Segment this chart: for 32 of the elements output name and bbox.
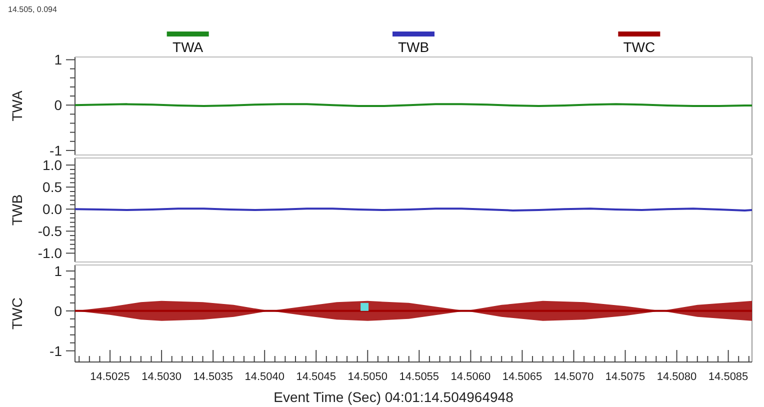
x-tick-label: 14.5050 <box>348 371 388 383</box>
y-axis-title: TWB <box>9 194 25 226</box>
y-tick-label: -1 <box>50 142 62 158</box>
x-axis-title: Event Time (Sec) 04:01:14.504964948 <box>274 389 514 405</box>
y-tick-label: 0.5 <box>42 179 62 196</box>
x-tick-label: 14.5065 <box>502 371 542 383</box>
y-tick-label: 1.0 <box>42 157 62 174</box>
y-tick-label: -0.5 <box>38 223 62 240</box>
y-axis-title: TWC <box>9 298 25 330</box>
y-axis-title: TWA <box>9 90 25 122</box>
x-tick-label: 14.5085 <box>708 371 748 383</box>
y-tick-label: -1.0 <box>38 245 62 262</box>
x-tick-label: 14.5075 <box>605 371 646 383</box>
x-tick-label: 14.5060 <box>450 371 491 383</box>
legend-label: TWB <box>398 39 430 55</box>
x-tick-label: 14.5045 <box>296 371 336 383</box>
x-tick-label: 14.5055 <box>399 371 440 383</box>
x-tick-label: 14.5025 <box>90 371 130 383</box>
x-tick-label: 14.5080 <box>656 371 697 383</box>
x-tick-label: 14.5070 <box>554 371 594 383</box>
y-tick-label: 0 <box>54 302 62 319</box>
legend-label: TWC <box>623 39 656 55</box>
y-tick-label: 0.0 <box>42 201 62 218</box>
x-tick-label: 14.5035 <box>193 371 233 383</box>
x-tick-label: 14.5040 <box>244 371 284 383</box>
legend-label: TWA <box>172 39 204 55</box>
x-tick-label: 14.5030 <box>142 371 182 383</box>
y-tick-label: 1 <box>54 52 62 68</box>
y-tick-label: -1 <box>50 342 62 359</box>
y-tick-label: 1 <box>54 262 62 279</box>
y-tick-label: 0 <box>54 97 62 114</box>
text: 14.505, 0.094 <box>8 5 58 14</box>
